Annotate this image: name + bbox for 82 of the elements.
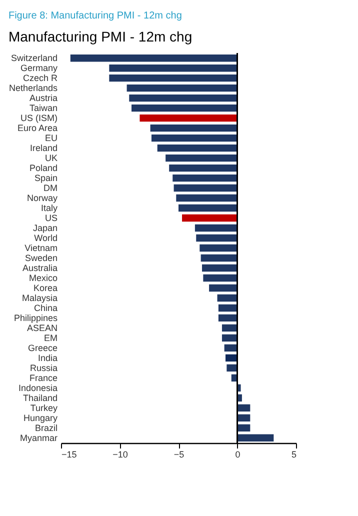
- bar: [224, 344, 238, 352]
- bar: [196, 234, 238, 242]
- y-tick-label: Philippines: [14, 312, 58, 323]
- x-tick-label: −15: [62, 450, 77, 460]
- bar: [169, 164, 238, 172]
- bar: [129, 94, 238, 102]
- bar: [140, 114, 238, 122]
- bar: [203, 274, 238, 282]
- y-tick-label: Australia: [22, 262, 58, 273]
- bar: [217, 294, 238, 302]
- y-tick-label: EM: [44, 332, 58, 343]
- bar: [200, 244, 238, 252]
- chart-title: Figure 8: Manufacturing PMI - 12m chg: [8, 10, 182, 22]
- y-tick-label: Sweden: [24, 252, 58, 263]
- y-tick-label: China: [34, 302, 58, 313]
- bar: [218, 314, 238, 322]
- y-tick-label: Greece: [28, 342, 58, 353]
- bar: [200, 254, 238, 262]
- y-tick-label: Ireland: [30, 143, 58, 154]
- y-tick-label: Turkey: [30, 402, 58, 413]
- bar: [218, 304, 238, 312]
- y-tick-label: Russia: [30, 362, 58, 373]
- y-tick-label: Taiwan: [29, 103, 58, 114]
- y-tick-label: Myanmar: [20, 432, 58, 443]
- y-tick-label: France: [29, 372, 58, 383]
- y-tick-label: EU: [44, 133, 58, 144]
- bar: [150, 124, 238, 132]
- bar: [176, 194, 238, 202]
- y-tick-label: Thailand: [22, 392, 58, 403]
- y-tick-label: Brazil: [34, 422, 58, 433]
- y-tick-label: Japan: [32, 223, 58, 234]
- bar: [166, 154, 238, 162]
- bar: [70, 54, 238, 62]
- bar: [222, 334, 238, 342]
- y-tick-label: Poland: [29, 163, 58, 174]
- chart-subtitle: Manufacturing PMI - 12m chg: [8, 28, 192, 44]
- y-tick-label: DM: [44, 183, 58, 194]
- bar: [151, 134, 238, 142]
- y-tick-label: Germany: [20, 63, 58, 74]
- y-tick-label: Austria: [29, 93, 58, 104]
- x-tick-label: 5: [291, 450, 296, 460]
- y-tick-label: Mexico: [28, 272, 58, 283]
- x-tick-label: −10: [112, 450, 128, 460]
- bar: [237, 414, 250, 422]
- y-tick-label: Italy: [40, 203, 58, 214]
- x-tick-label: −5: [174, 450, 184, 460]
- bar: [226, 364, 238, 372]
- bar: [237, 404, 250, 412]
- y-tick-label: Czech R: [22, 73, 58, 84]
- bar: [182, 214, 238, 222]
- y-tick-label: Norway: [26, 193, 58, 204]
- y-tick-label: Malaysia: [22, 292, 58, 303]
- y-tick-label: US (ISM): [20, 113, 58, 124]
- bar: [237, 424, 250, 432]
- bar: [194, 224, 238, 232]
- y-tick-label: UK: [44, 153, 58, 164]
- bar: [237, 434, 274, 442]
- bar: [157, 144, 238, 152]
- bar: [202, 264, 238, 272]
- y-tick-label: World: [34, 233, 58, 244]
- bar: [109, 74, 238, 82]
- bar: [222, 324, 238, 332]
- bar: [226, 354, 238, 362]
- bar: [132, 104, 238, 112]
- y-tick-label: US: [44, 213, 58, 224]
- y-tick-label: Netherlands: [8, 83, 58, 94]
- y-tick-label: ASEAN: [26, 322, 58, 333]
- x-tick-label: 0: [235, 450, 240, 460]
- y-tick-label: Euro Area: [17, 123, 58, 134]
- y-tick-label: Switzerland: [10, 53, 58, 64]
- y-tick-label: Hungary: [23, 412, 58, 423]
- bar: [174, 184, 238, 192]
- bar: [126, 84, 238, 92]
- bar: [209, 284, 238, 292]
- bar: [109, 64, 238, 72]
- y-tick-label: Korea: [33, 282, 58, 293]
- y-tick-label: Vietnam: [24, 243, 58, 253]
- y-tick-label: Spain: [34, 173, 58, 184]
- y-tick-label: India: [38, 352, 58, 363]
- bar: [172, 174, 238, 182]
- bar: [178, 204, 238, 212]
- y-tick-label: Indonesia: [18, 382, 58, 393]
